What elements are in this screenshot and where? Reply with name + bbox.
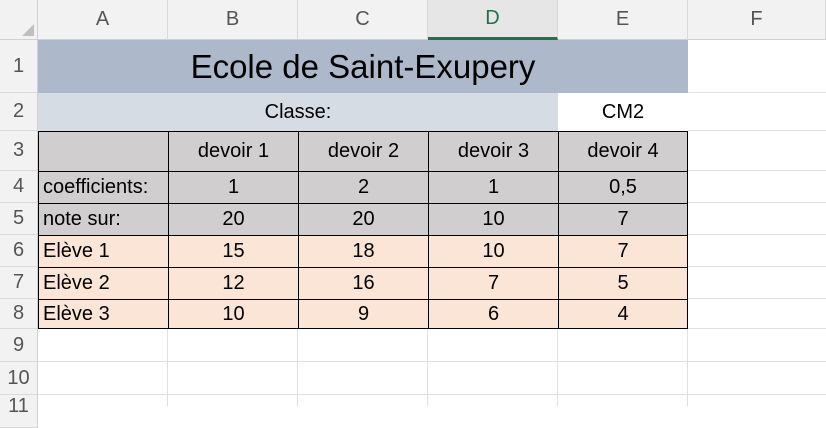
note-sur-cell[interactable]: 7 <box>558 203 688 236</box>
select-all-corner[interactable] <box>0 0 38 40</box>
devoir-header-cell[interactable]: devoir 2 <box>298 131 429 172</box>
student-note-cell[interactable]: 12 <box>168 267 299 300</box>
classe-value-cell[interactable]: CM2 <box>558 93 688 131</box>
column-header-b[interactable]: B <box>168 0 298 40</box>
student-note-cell[interactable]: 10 <box>428 235 559 268</box>
note-sur-cell[interactable]: 20 <box>168 203 299 236</box>
student-note-cell[interactable]: 15 <box>168 235 299 268</box>
note-sur-label-cell[interactable]: note sur: <box>38 203 169 236</box>
row-header-2[interactable]: 2 <box>0 93 38 131</box>
column-header-f[interactable]: F <box>688 0 826 40</box>
student-note-cell[interactable]: 7 <box>558 235 688 268</box>
column-header-c[interactable]: C <box>298 0 428 40</box>
column-header-a[interactable]: A <box>38 0 168 40</box>
student-note-cell[interactable]: 6 <box>428 299 559 329</box>
row-header-6[interactable]: 6 <box>0 235 38 267</box>
row-header-8[interactable]: 8 <box>0 299 38 329</box>
column-header-e[interactable]: E <box>558 0 688 40</box>
coefficient-cell[interactable]: 1 <box>168 171 299 204</box>
column-header-d[interactable]: D <box>428 0 558 40</box>
coefficient-cell[interactable]: 1 <box>428 171 559 204</box>
student-name-cell[interactable]: Elève 1 <box>38 235 169 268</box>
student-note-cell[interactable]: 5 <box>558 267 688 300</box>
student-note-cell[interactable]: 18 <box>298 235 429 268</box>
empty-header-cell[interactable] <box>38 131 169 172</box>
student-note-cell[interactable]: 9 <box>298 299 429 329</box>
devoir-header-cell[interactable]: devoir 4 <box>558 131 688 172</box>
classe-label-cell[interactable]: Classe: <box>38 93 558 131</box>
coefficient-cell[interactable]: 2 <box>298 171 429 204</box>
row-header-7[interactable]: 7 <box>0 267 38 299</box>
devoir-header-cell[interactable]: devoir 3 <box>428 131 559 172</box>
student-note-cell[interactable]: 7 <box>428 267 559 300</box>
note-sur-cell[interactable]: 20 <box>298 203 429 236</box>
select-all-triangle-icon <box>22 24 34 36</box>
row-header-9[interactable]: 9 <box>0 329 38 362</box>
row-header-5[interactable]: 5 <box>0 203 38 235</box>
row-header-11[interactable]: 11 <box>0 395 38 428</box>
row-header-4[interactable]: 4 <box>0 171 38 203</box>
student-note-cell[interactable]: 10 <box>168 299 299 329</box>
row-header-10[interactable]: 10 <box>0 362 38 395</box>
student-note-cell[interactable]: 16 <box>298 267 429 300</box>
title-cell[interactable]: Ecole de Saint-Exupery <box>38 40 688 93</box>
gridline <box>38 361 826 362</box>
coefficient-cell[interactable]: 0,5 <box>558 171 688 204</box>
note-sur-cell[interactable]: 10 <box>428 203 559 236</box>
devoir-header-cell[interactable]: devoir 1 <box>168 131 299 172</box>
student-note-cell[interactable]: 4 <box>558 299 688 329</box>
row-header-3[interactable]: 3 <box>0 131 38 171</box>
row-header-1[interactable]: 1 <box>0 40 38 93</box>
student-name-cell[interactable]: Elève 3 <box>38 299 169 329</box>
student-name-cell[interactable]: Elève 2 <box>38 267 169 300</box>
gridline <box>38 394 826 395</box>
coefficients-label-cell[interactable]: coefficients: <box>38 171 169 204</box>
